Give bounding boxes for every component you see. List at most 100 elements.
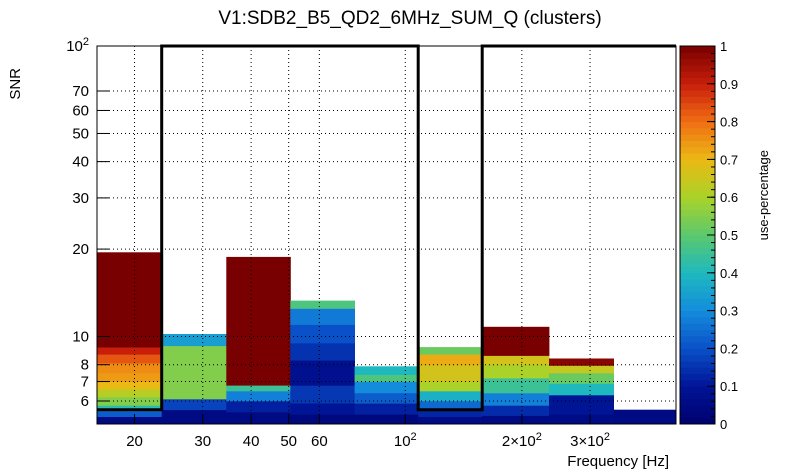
heatmap-cell bbox=[97, 363, 163, 374]
heatmap-cell bbox=[418, 381, 483, 392]
x-tick-label: 102 bbox=[394, 431, 417, 450]
x-tick-label: 2×102 bbox=[502, 431, 542, 450]
heatmap-cell bbox=[97, 252, 163, 348]
y-tick-label: 20 bbox=[72, 241, 89, 258]
palette-band bbox=[680, 379, 715, 387]
heatmap-cell bbox=[97, 410, 163, 417]
heatmap-cell bbox=[290, 403, 355, 415]
heatmap-cell bbox=[290, 308, 355, 325]
heatmap-cell bbox=[97, 347, 163, 355]
y-tick-label: 50 bbox=[72, 125, 89, 142]
heatmap-cell bbox=[482, 326, 550, 356]
palette-band bbox=[680, 342, 715, 349]
palette-band bbox=[680, 335, 715, 343]
palette-band bbox=[680, 291, 715, 299]
heatmap-cell bbox=[549, 372, 614, 384]
palette-band bbox=[680, 109, 715, 116]
heatmap-cell bbox=[482, 392, 550, 406]
heatmap-cell bbox=[226, 385, 291, 392]
palette-band bbox=[680, 216, 715, 223]
palette-band bbox=[680, 52, 715, 60]
palette-band bbox=[680, 121, 715, 129]
heatmap-cell bbox=[161, 345, 227, 400]
palette-band bbox=[680, 209, 715, 217]
palette-band bbox=[680, 165, 715, 173]
heatmap-cell bbox=[418, 409, 483, 417]
palette-band bbox=[680, 102, 715, 110]
palette-tick-label: 0.7 bbox=[720, 152, 738, 167]
palette-tick-label: 0.3 bbox=[720, 304, 738, 319]
palette-band bbox=[680, 304, 715, 312]
heatmap-cell bbox=[290, 324, 355, 344]
x-tick-label: 20 bbox=[126, 433, 143, 450]
palette-band bbox=[680, 373, 715, 381]
palette-band bbox=[680, 190, 715, 198]
heatmap-cell bbox=[549, 394, 614, 415]
palette-band bbox=[680, 178, 715, 186]
palette-band bbox=[680, 411, 715, 419]
heatmap-cell bbox=[354, 366, 419, 375]
palette-band bbox=[680, 96, 715, 104]
heatmap-cell bbox=[290, 385, 355, 404]
heatmap-cell bbox=[613, 409, 677, 425]
heatmap-cell bbox=[290, 414, 355, 425]
palette-band bbox=[680, 46, 715, 53]
heatmap-cell bbox=[418, 354, 483, 366]
palette-band bbox=[680, 115, 715, 123]
palette-band bbox=[680, 172, 715, 179]
heatmap-cell bbox=[161, 409, 227, 425]
y-tick-label: 102 bbox=[66, 36, 89, 55]
palette-band bbox=[680, 367, 715, 375]
palette-band bbox=[680, 405, 715, 412]
y-tick-label: 7 bbox=[81, 374, 89, 391]
heatmap-cell bbox=[549, 365, 614, 374]
color-palette: 0 0.1 0.2 0.3 0.4 0.5 0.6 0.7 0.8 0.9 1 bbox=[679, 39, 738, 432]
palette-band bbox=[680, 90, 715, 97]
y-tick-label: 70 bbox=[72, 83, 89, 100]
palette-band bbox=[680, 71, 715, 78]
plot-frame bbox=[96, 45, 677, 425]
heatmap-cell bbox=[97, 416, 163, 425]
palette-tick-label: 0.5 bbox=[720, 228, 738, 243]
palette-tick-label: 0.9 bbox=[720, 77, 738, 92]
palette-band bbox=[680, 323, 715, 330]
palette-tick-label: 0.1 bbox=[720, 379, 738, 394]
heatmap-cell bbox=[354, 403, 419, 415]
heatmap-cell bbox=[97, 381, 163, 390]
heatmap-cell bbox=[482, 355, 550, 366]
palette-band bbox=[680, 253, 715, 261]
y-axis-label: SNR bbox=[7, 68, 24, 100]
palette-tick-label: 1 bbox=[720, 39, 727, 54]
heatmap-cell bbox=[97, 354, 163, 364]
palette-tick-label: 0.8 bbox=[720, 115, 738, 130]
outline-curve bbox=[97, 44, 676, 412]
palette-band bbox=[680, 197, 715, 204]
heatmap-cell bbox=[482, 415, 550, 425]
palette-band bbox=[680, 272, 715, 280]
heatmap-cells bbox=[97, 252, 677, 425]
palette-band bbox=[680, 279, 715, 286]
heatmap-cell bbox=[418, 416, 483, 425]
heatmap-cell bbox=[354, 414, 419, 425]
heatmap-cell bbox=[226, 256, 291, 386]
palette-band bbox=[680, 285, 715, 293]
palette-band bbox=[680, 146, 715, 154]
chart-title: V1:SDB2_B5_QD2_6MHz_SUM_Q (clusters) bbox=[218, 8, 601, 29]
y-tick-label: 40 bbox=[72, 154, 89, 171]
heatmap-cell bbox=[549, 358, 614, 366]
y-tick-label: 8 bbox=[81, 357, 89, 374]
palette-tick-label: 0.6 bbox=[720, 190, 738, 205]
heatmap-cell bbox=[549, 383, 614, 396]
palette-band bbox=[680, 260, 715, 267]
palette-band bbox=[680, 153, 715, 160]
palette-band bbox=[680, 386, 715, 393]
palette-band bbox=[680, 159, 715, 167]
palette-tick-label: 0.2 bbox=[720, 341, 738, 356]
heatmap-cell bbox=[482, 378, 550, 394]
y-tick-label: 10 bbox=[72, 329, 89, 346]
palette-band bbox=[680, 222, 715, 230]
heatmap-cell bbox=[97, 372, 163, 382]
heatmap-cell bbox=[482, 364, 550, 379]
heatmap-cell bbox=[549, 414, 614, 425]
